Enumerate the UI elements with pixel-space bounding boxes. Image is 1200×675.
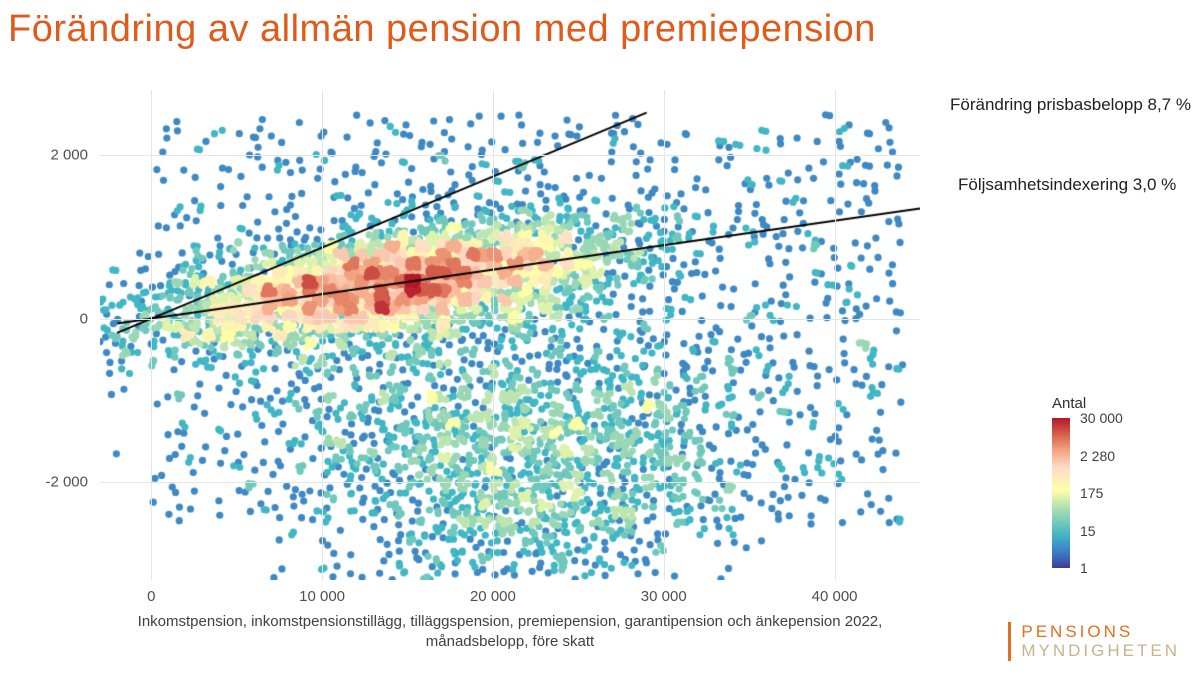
x-axis-label: Inkomstpension, inkomstpensionstillägg, … bbox=[90, 612, 930, 651]
gridline-v bbox=[493, 90, 494, 580]
xtick-label: 40 000 bbox=[812, 588, 858, 605]
gridline-h bbox=[100, 155, 920, 156]
chart-annotation: Följsamhetsindexering 3,0 % bbox=[958, 175, 1176, 195]
legend-tick: 175 bbox=[1080, 485, 1103, 501]
ytick-label: 0 bbox=[18, 310, 88, 327]
gridline-v bbox=[151, 90, 152, 580]
logo-line2: MYNDIGHETEN bbox=[1021, 641, 1180, 661]
color-legend: Antal 30 0002 280175151 bbox=[1052, 395, 1172, 568]
legend-tick: 15 bbox=[1080, 523, 1096, 539]
gridline-v bbox=[835, 90, 836, 580]
ytick-label: -2 000 bbox=[18, 474, 88, 491]
gridline-v bbox=[322, 90, 323, 580]
logo-line1: PENSIONS bbox=[1021, 622, 1180, 642]
ytick-label: 2 000 bbox=[18, 147, 88, 164]
legend-tick: 2 280 bbox=[1080, 448, 1115, 464]
xtick-label: 10 000 bbox=[299, 588, 345, 605]
legend-colorbar bbox=[1052, 418, 1070, 568]
page-title: Förändring av allmän pension med premiep… bbox=[8, 8, 876, 51]
chart-area: 010 00020 00030 00040 000-2 00002 000 bbox=[100, 90, 920, 580]
gridline-v bbox=[664, 90, 665, 580]
legend-labels: 30 0002 280175151 bbox=[1080, 418, 1160, 568]
xtick-label: 0 bbox=[147, 588, 155, 605]
density-canvas bbox=[100, 90, 920, 580]
page: Förändring av allmän pension med premiep… bbox=[0, 0, 1200, 675]
legend-tick: 1 bbox=[1080, 560, 1088, 576]
gridline-h bbox=[100, 319, 920, 320]
chart-annotation: Förändring prisbasbelopp 8,7 % bbox=[950, 95, 1191, 115]
xtick-label: 20 000 bbox=[470, 588, 516, 605]
legend-tick: 30 000 bbox=[1080, 410, 1123, 426]
gridline-h bbox=[100, 482, 920, 483]
xtick-label: 30 000 bbox=[641, 588, 687, 605]
brand-logo: PENSIONS MYNDIGHETEN bbox=[1008, 622, 1180, 661]
